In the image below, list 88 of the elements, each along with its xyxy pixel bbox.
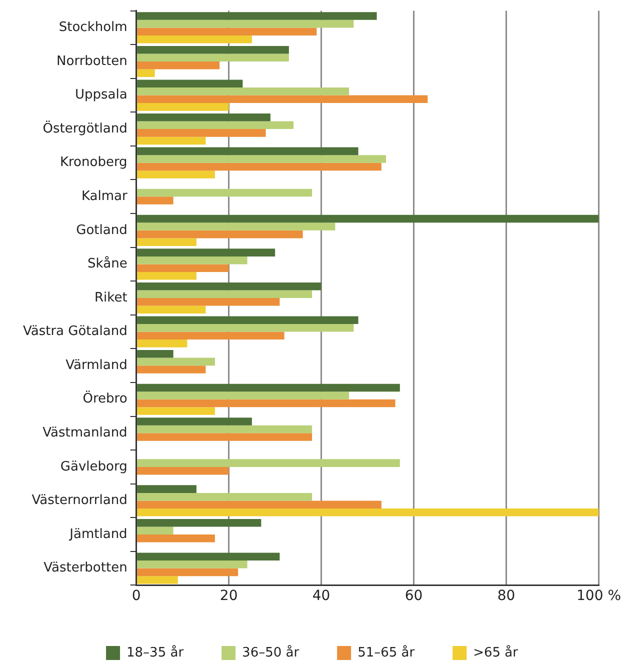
y-tick-label: Örebro	[82, 390, 128, 407]
bar	[137, 129, 266, 137]
bar	[137, 534, 215, 542]
bar	[137, 28, 317, 36]
bar	[137, 568, 238, 576]
x-tick-label: 20	[220, 588, 238, 604]
bar	[137, 147, 358, 156]
x-tick-label: 40	[312, 588, 330, 604]
bar	[137, 230, 303, 238]
bar	[137, 103, 229, 111]
x-tick-label: 60	[404, 588, 423, 604]
bar	[137, 298, 280, 306]
bar	[137, 162, 382, 171]
bar	[137, 290, 312, 298]
y-tick-label: Västernorrland	[32, 493, 128, 508]
bar	[137, 500, 382, 508]
bar	[137, 552, 280, 561]
x-tick-label: 0	[132, 588, 141, 604]
bar	[137, 508, 599, 516]
bar	[137, 560, 248, 568]
bar	[137, 214, 599, 223]
bar	[137, 316, 358, 324]
bar	[137, 88, 350, 96]
bar	[137, 121, 294, 130]
bar	[137, 272, 196, 280]
y-tick-label: Norrbotten	[56, 54, 128, 69]
legend-label: >65 år	[473, 644, 519, 660]
bar	[137, 155, 386, 163]
bar	[137, 340, 188, 348]
bar	[137, 136, 206, 145]
bar	[137, 95, 428, 104]
bar	[137, 485, 196, 493]
bar	[137, 114, 270, 122]
bar	[137, 384, 400, 392]
y-tick-label: Västmanland	[42, 426, 128, 441]
y-tick-label: Kalmar	[81, 189, 128, 204]
y-tick-label: Kronoberg	[60, 155, 128, 170]
legend-label: 18–35 år	[126, 644, 184, 660]
bar	[137, 196, 174, 204]
x-tick-label: 80	[497, 588, 516, 604]
y-tick-label: Värmland	[66, 358, 128, 373]
y-tick-label: Västerbotten	[44, 560, 128, 576]
bar	[137, 46, 289, 54]
y-tick-label: Uppsala	[74, 88, 128, 103]
y-tick-label: Gotland	[76, 222, 128, 238]
bar	[137, 466, 229, 475]
y-tick-label: Riket	[94, 290, 128, 306]
bar	[137, 492, 312, 501]
bar	[137, 392, 350, 400]
bar	[137, 418, 252, 426]
y-tick-label: Stockholm	[58, 20, 128, 36]
y-tick-label: Östergötland	[42, 120, 128, 136]
legend-label: 51–65 år	[358, 644, 416, 660]
y-tick-label: Skåne	[88, 256, 128, 272]
bar	[137, 350, 174, 358]
bar	[137, 20, 354, 28]
legend-label: 36–50 år	[242, 644, 300, 660]
bar	[137, 80, 243, 88]
bar	[137, 332, 284, 340]
bar	[137, 256, 248, 264]
bar	[137, 576, 178, 584]
bar	[137, 306, 206, 314]
bar	[137, 238, 196, 246]
bar	[137, 69, 155, 78]
bar	[137, 433, 312, 441]
bar	[137, 399, 396, 408]
bar	[137, 61, 220, 70]
bar	[137, 188, 312, 197]
y-tick-label: Jämtland	[68, 526, 128, 542]
bar	[137, 12, 377, 20]
bar	[137, 324, 354, 332]
bar	[137, 54, 289, 62]
bar	[137, 407, 215, 415]
bar	[137, 459, 400, 467]
bar	[137, 366, 206, 374]
bar	[137, 358, 215, 366]
bar	[137, 35, 252, 44]
x-tick-label: 100 %	[576, 588, 622, 604]
bar	[137, 282, 322, 290]
bar	[137, 518, 262, 527]
y-tick-label: Gävleborg	[60, 459, 128, 474]
bar	[137, 425, 312, 434]
y-tick-label: Västra Götaland	[22, 324, 128, 340]
bar	[137, 248, 276, 256]
bar	[137, 170, 215, 178]
bar	[137, 526, 174, 535]
bar	[137, 264, 229, 272]
bar	[137, 222, 336, 230]
